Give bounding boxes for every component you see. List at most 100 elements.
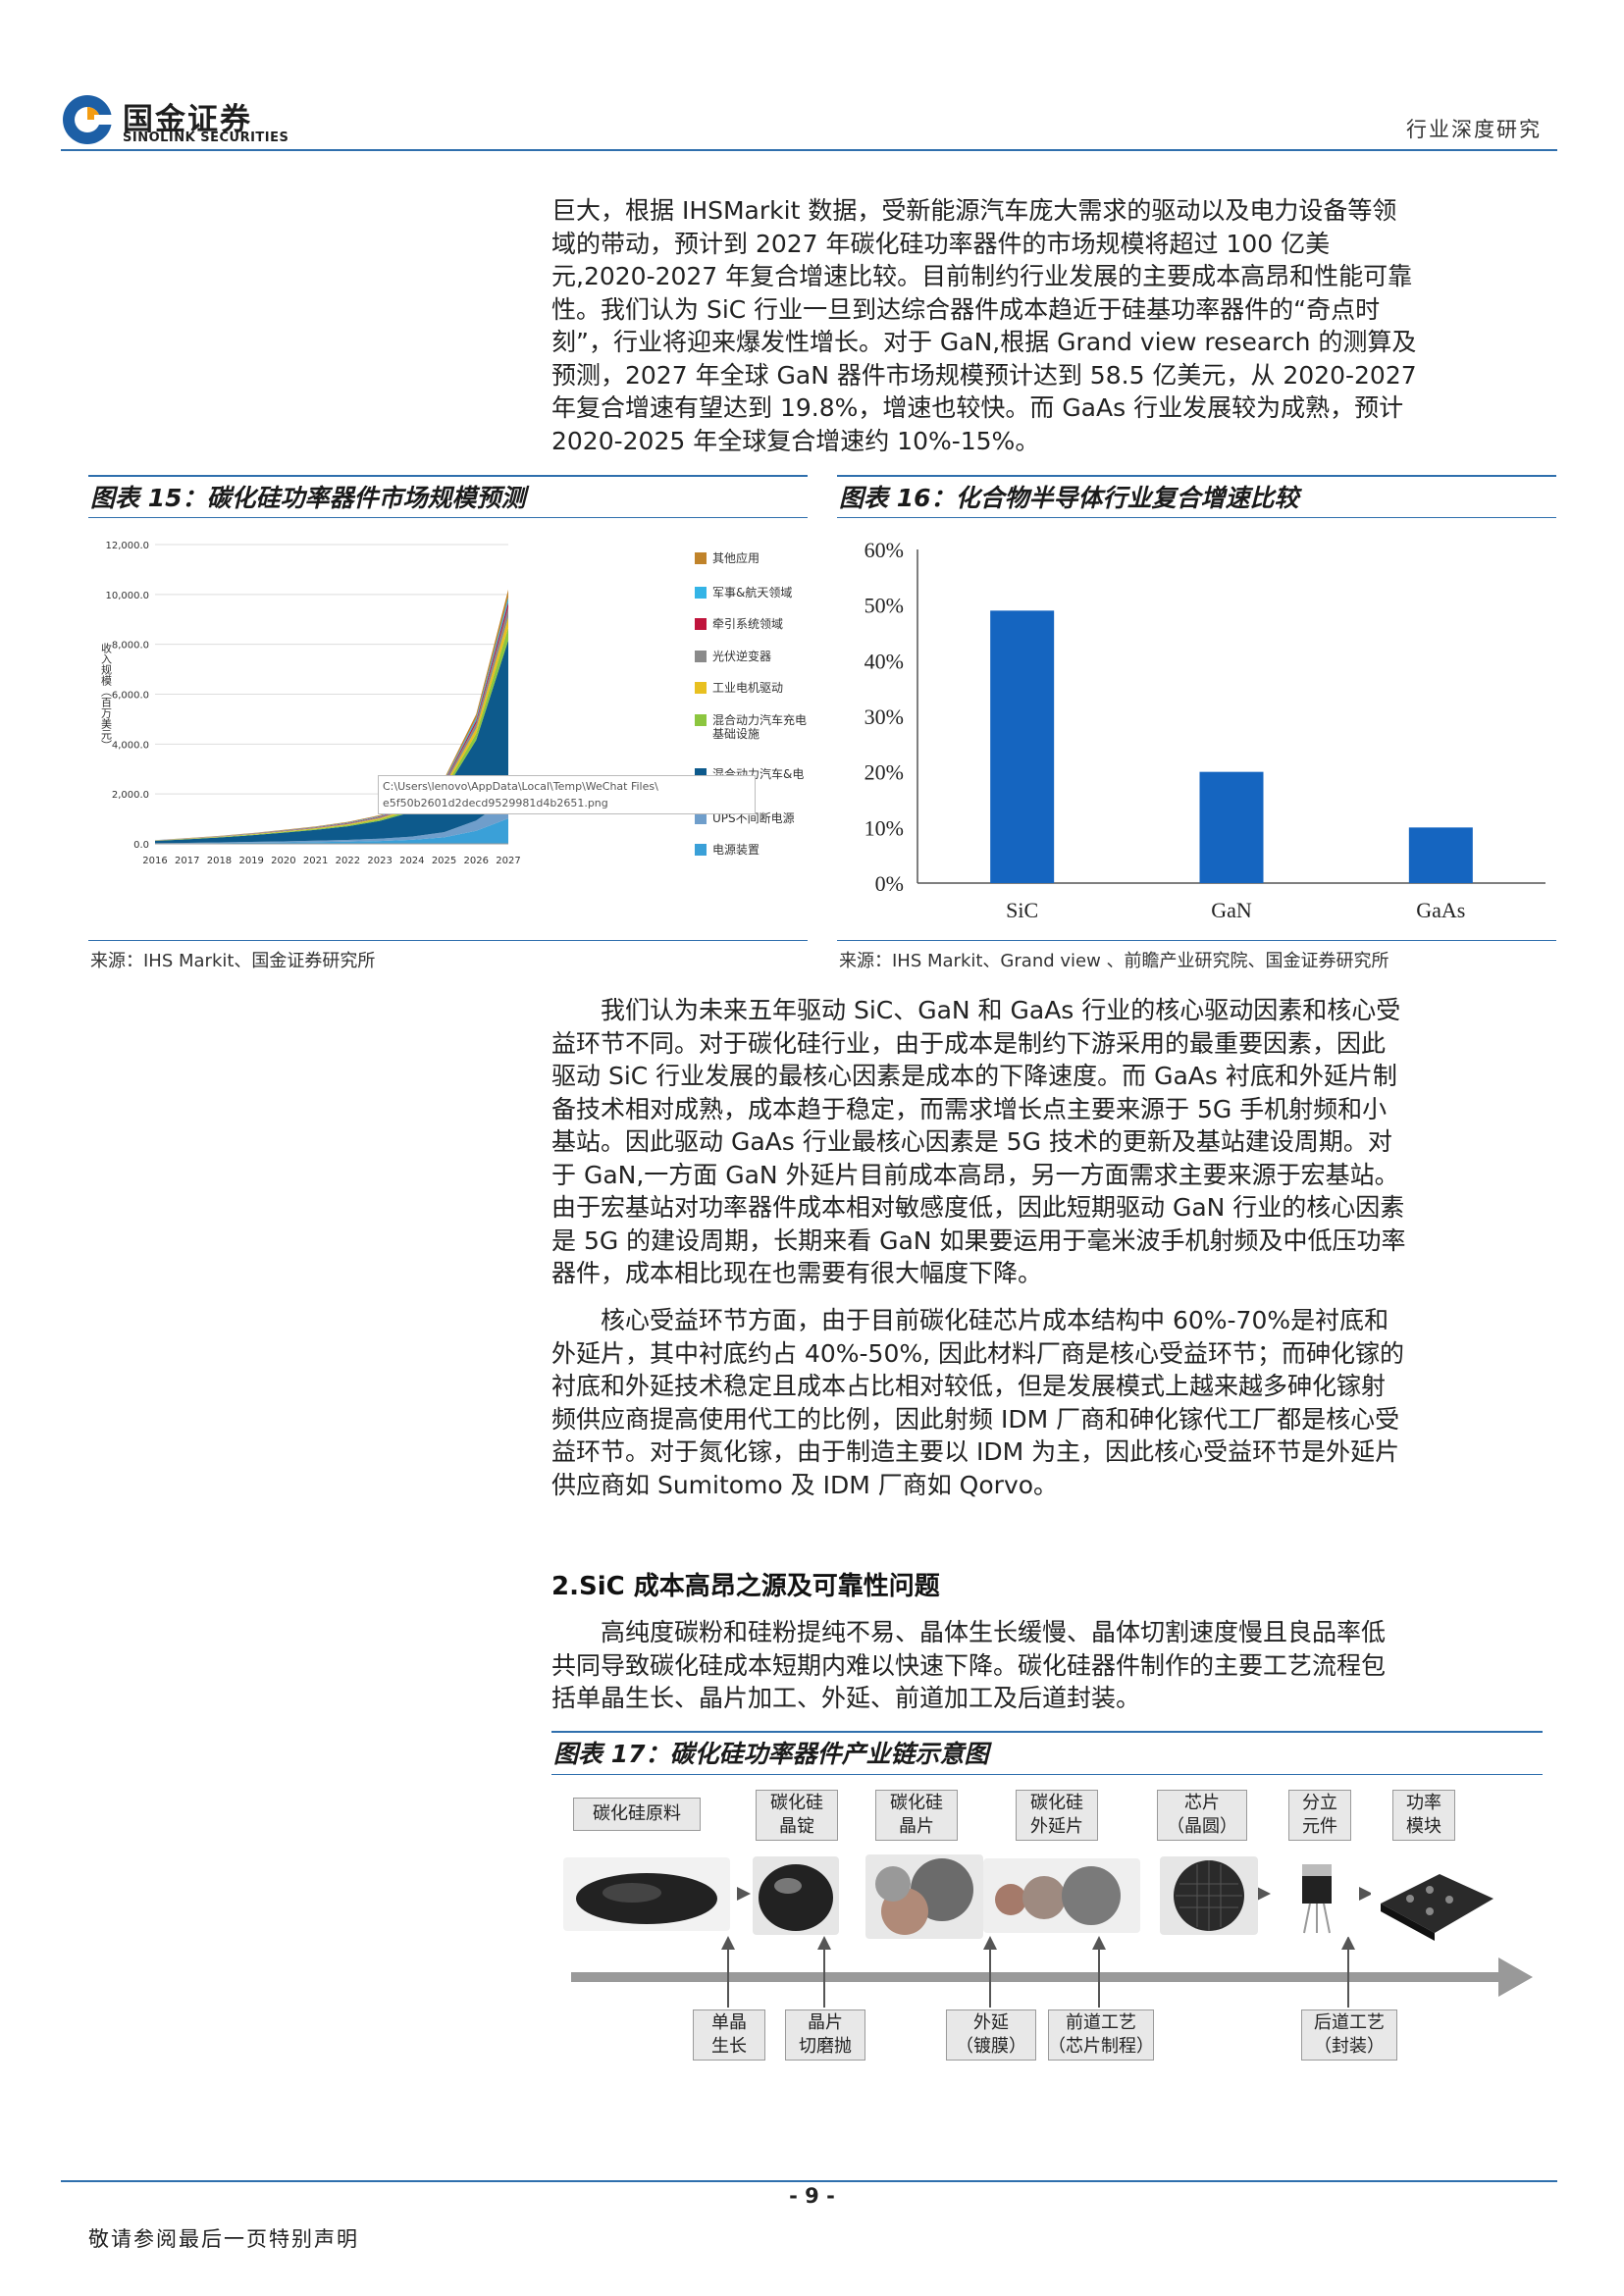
text-line: 刻”，行业将迎来爆发性增长。对于 GaN,根据 Grand view resea… <box>551 328 1417 356</box>
company-logo-icon <box>63 95 114 144</box>
tooltip-line: C:\Users\lenovo\AppData\Local\Temp\WeCha… <box>383 780 658 793</box>
fig17-top-rule <box>551 1731 1543 1733</box>
legend-label: 光伏逆变器 <box>712 650 772 663</box>
y-tick-label: 4,000.0 <box>112 740 149 751</box>
text-line: 频供应商提高使用代工的比例，因此射频 IDM 厂商和砷化镓代工厂都是核心受 <box>551 1404 1400 1434</box>
fig16-chart-svg: 60% 50% 40% 30% 20% 10% 0% SiC GaN GaAs <box>864 538 1545 922</box>
text-line: 由于宏基站对功率器件成本相对敏感度低，因此短期驱动 GaN 行业的核心因素 <box>551 1193 1405 1222</box>
text-line: 驱动 SiC 行业发展的最核心因素是成本的下降速度。而 GaAs 衬底和外延片制 <box>551 1062 1397 1090</box>
chain-process-packaging: 后道工艺 （封装） <box>1301 2009 1397 2061</box>
chain-label-raw-material: 碳化硅原料 <box>573 1798 701 1831</box>
sic-powder-image-icon <box>563 1857 730 1931</box>
text-line: 高纯度碳粉和硅粉提纯不易、晶体生长缓慢、晶体切割速度慢且良品率低 <box>601 1618 1387 1646</box>
legend-label: 电源装置 <box>712 843 760 857</box>
bar <box>1199 771 1264 883</box>
paragraph-drivers: 我们认为未来五年驱动 SiC、GaN 和 GaAs 行业的核心驱动因素和核心受 … <box>551 994 1541 1290</box>
text-line: 括单晶生长、晶片加工、外延、前道加工及后道封装。 <box>551 1684 1141 1712</box>
chip-wafer-image-icon <box>1160 1856 1258 1935</box>
fig15-title-rule <box>88 517 808 518</box>
fig16-source: 来源：IHS Markit、Grand view 、前瞻产业研究院、国金证券研究… <box>839 951 1389 971</box>
fig17-chain-diagram: 碳化硅原料 碳化硅 晶锭 碳化硅 晶片 碳化硅 外延片 芯片 （晶圆） 分立 元… <box>551 1776 1543 2061</box>
x-tick-label: 2026 <box>464 856 489 866</box>
text-line: 益环节不同。对于碳化硅行业，由于成本是制约下游采用的最重要因素，因此 <box>551 1028 1387 1058</box>
y-tick-label: 0.0 <box>133 840 149 851</box>
legend-swatch <box>695 682 707 694</box>
text-line: 供应商如 Sumitomo 及 IDM 厂商如 Qorvo。 <box>551 1470 1059 1499</box>
fig16-bottom-rule <box>837 940 1556 941</box>
y-tick-label: 30% <box>864 704 904 729</box>
area-series <box>155 818 508 844</box>
x-tick-label: GaAs <box>1416 898 1465 922</box>
chain-label-discrete: 分立 元件 <box>1288 1790 1351 1841</box>
y-axis-label: 收入规模（百万美元） <box>100 642 113 751</box>
x-tick-label: 2021 <box>303 856 328 866</box>
fig16-chart: 60% 50% 40% 30% 20% 10% 0% SiC GaN GaAs <box>839 530 1560 922</box>
paragraph-beneficiaries: 核心受益环节方面，由于目前碳化硅芯片成本结构中 60%-70%是衬底和 外延片，… <box>551 1304 1541 1501</box>
y-tick-label: 50% <box>864 594 904 618</box>
x-tick-label: 2024 <box>399 856 424 866</box>
legend-swatch <box>695 812 707 824</box>
legend-swatch <box>695 651 707 662</box>
legend-swatch <box>695 844 707 856</box>
y-tick-label: 0% <box>875 871 904 896</box>
y-tick-label: 10,000.0 <box>105 591 149 601</box>
fig17-title-rule <box>551 1774 1543 1775</box>
text-line: 我们认为未来五年驱动 SiC、GaN 和 GaAs 行业的核心驱动因素和核心受 <box>601 996 1401 1024</box>
legend-swatch <box>695 587 707 599</box>
text-line: 基站。因此驱动 GaAs 行业最核心因素是 5G 技术的更新及基站建设周期。对 <box>551 1127 1392 1156</box>
chain-process-crystal-growth: 单晶 生长 <box>693 2009 765 2061</box>
fig16-title: 图表 16：化合物半导体行业复合增速比较 <box>839 484 1299 512</box>
sic-epi-wafer-image-icon <box>983 1858 1140 1933</box>
chain-process-wafer-processing: 晶片 切磨抛 <box>785 2009 865 2061</box>
text-line: 于 GaN,一方面 GaN 外延片目前成本高昂，另一方面需求主要来源于宏基站。 <box>551 1160 1399 1189</box>
text-line: 器件，成本相比现在也需要有很大幅度下降。 <box>551 1259 1043 1287</box>
discrete-component-image-icon <box>1283 1858 1351 1937</box>
section-title: 2.SiC 成本高昂之源及可靠性问题 <box>551 1572 940 1601</box>
fig15-bottom-rule <box>88 940 808 941</box>
text-line: 域的带动，预计到 2027 年碳化硅功率器件的市场规模将超过 100 亿美 <box>551 229 1331 258</box>
fig15-title: 图表 15：碳化硅功率器件市场规模预测 <box>90 484 526 512</box>
x-tick-label: 2019 <box>238 856 263 866</box>
tooltip-line: e5f50b2601d2decd9529981d4b2651.png <box>383 797 608 809</box>
fig15-chart: 12,000.0 10,000.0 8,000.0 6,000.0 4,000.0 2,0… <box>88 530 814 903</box>
bar <box>990 610 1055 883</box>
legend-swatch <box>695 618 707 630</box>
y-tick-label: 60% <box>864 538 904 562</box>
x-tick-label: SiC <box>1006 898 1038 922</box>
text-line: 益环节。对于氮化镓，由于制造主要以 IDM 为主，因此核心受益环节是外延片 <box>551 1437 1400 1466</box>
section2-paragraph: 高纯度碳粉和硅粉提纯不易、晶体生长缓慢、晶体切割速度慢且良品率低 共同导致碳化硅… <box>551 1616 1541 1715</box>
sic-ingot-image-icon <box>753 1856 839 1935</box>
main-flow-arrowhead <box>1498 1957 1533 1997</box>
header-divider <box>61 149 1557 151</box>
footer-disclaimer: 敬请参阅最后一页特别声明 <box>88 2227 359 2251</box>
y-tick-label: 8,000.0 <box>112 641 149 652</box>
text-line: 备技术相对成熟，成本趋于稳定，而需求增长点主要来源于 5G 手机射频和小 <box>551 1094 1388 1123</box>
y-tick-label: 6,000.0 <box>112 691 149 702</box>
text-line: 预测，2027 年全球 GaN 器件市场规模预计达到 58.5 亿美元，从 20… <box>551 360 1417 390</box>
y-tick-label: 12,000.0 <box>105 541 149 551</box>
y-tick-label: 10% <box>864 815 904 840</box>
page-number: - 9 - <box>789 2184 835 2208</box>
fig16-title-rule <box>837 517 1556 518</box>
x-tick-label: 2020 <box>271 856 295 866</box>
text-line: 巨大，根据 IHSMarkit 数据，受新能源汽车庞大需求的驱动以及电力设备等领 <box>551 196 1397 225</box>
legend-label: 其他应用 <box>712 551 760 565</box>
legend-label: 牵引系统领域 <box>712 617 784 631</box>
text-line: 外延片，其中衬底约占 40%-50%, 因此材料厂商是核心受益环节；而砷化镓的 <box>551 1338 1404 1368</box>
text-line: 年复合增速有望达到 19.8%，增速也较快。而 GaAs 行业发展较为成熟，预计 <box>551 393 1404 422</box>
chain-label-chip: 芯片 （晶圆） <box>1157 1790 1247 1841</box>
fig15-source: 来源：IHS Markit、国金证券研究所 <box>90 951 376 971</box>
fig15-top-rule <box>88 475 808 477</box>
text-line: 元,2020-2027 年复合增速比较。目前制约行业发展的主要成本高昂和性能可靠 <box>551 262 1413 290</box>
x-tick-label: 2018 <box>207 856 232 866</box>
report-type: 行业深度研究 <box>1406 118 1542 141</box>
text-line: 衬底和外延技术稳定且成本占比相对较低，但是发展模式上越来越多砷化镓射 <box>551 1372 1387 1400</box>
chain-label-wafer: 碳化硅 晶片 <box>875 1790 958 1841</box>
x-tick-label: GaN <box>1211 898 1252 922</box>
x-tick-label: 2025 <box>432 856 456 866</box>
legend-swatch <box>695 714 707 726</box>
chain-process-epitaxy: 外延 （镀膜） <box>946 2009 1036 2061</box>
x-tick-label: 2017 <box>175 856 199 866</box>
fig16-top-rule <box>837 475 1556 477</box>
legend-label: 混合动力汽车充电基础设施 <box>712 713 808 741</box>
